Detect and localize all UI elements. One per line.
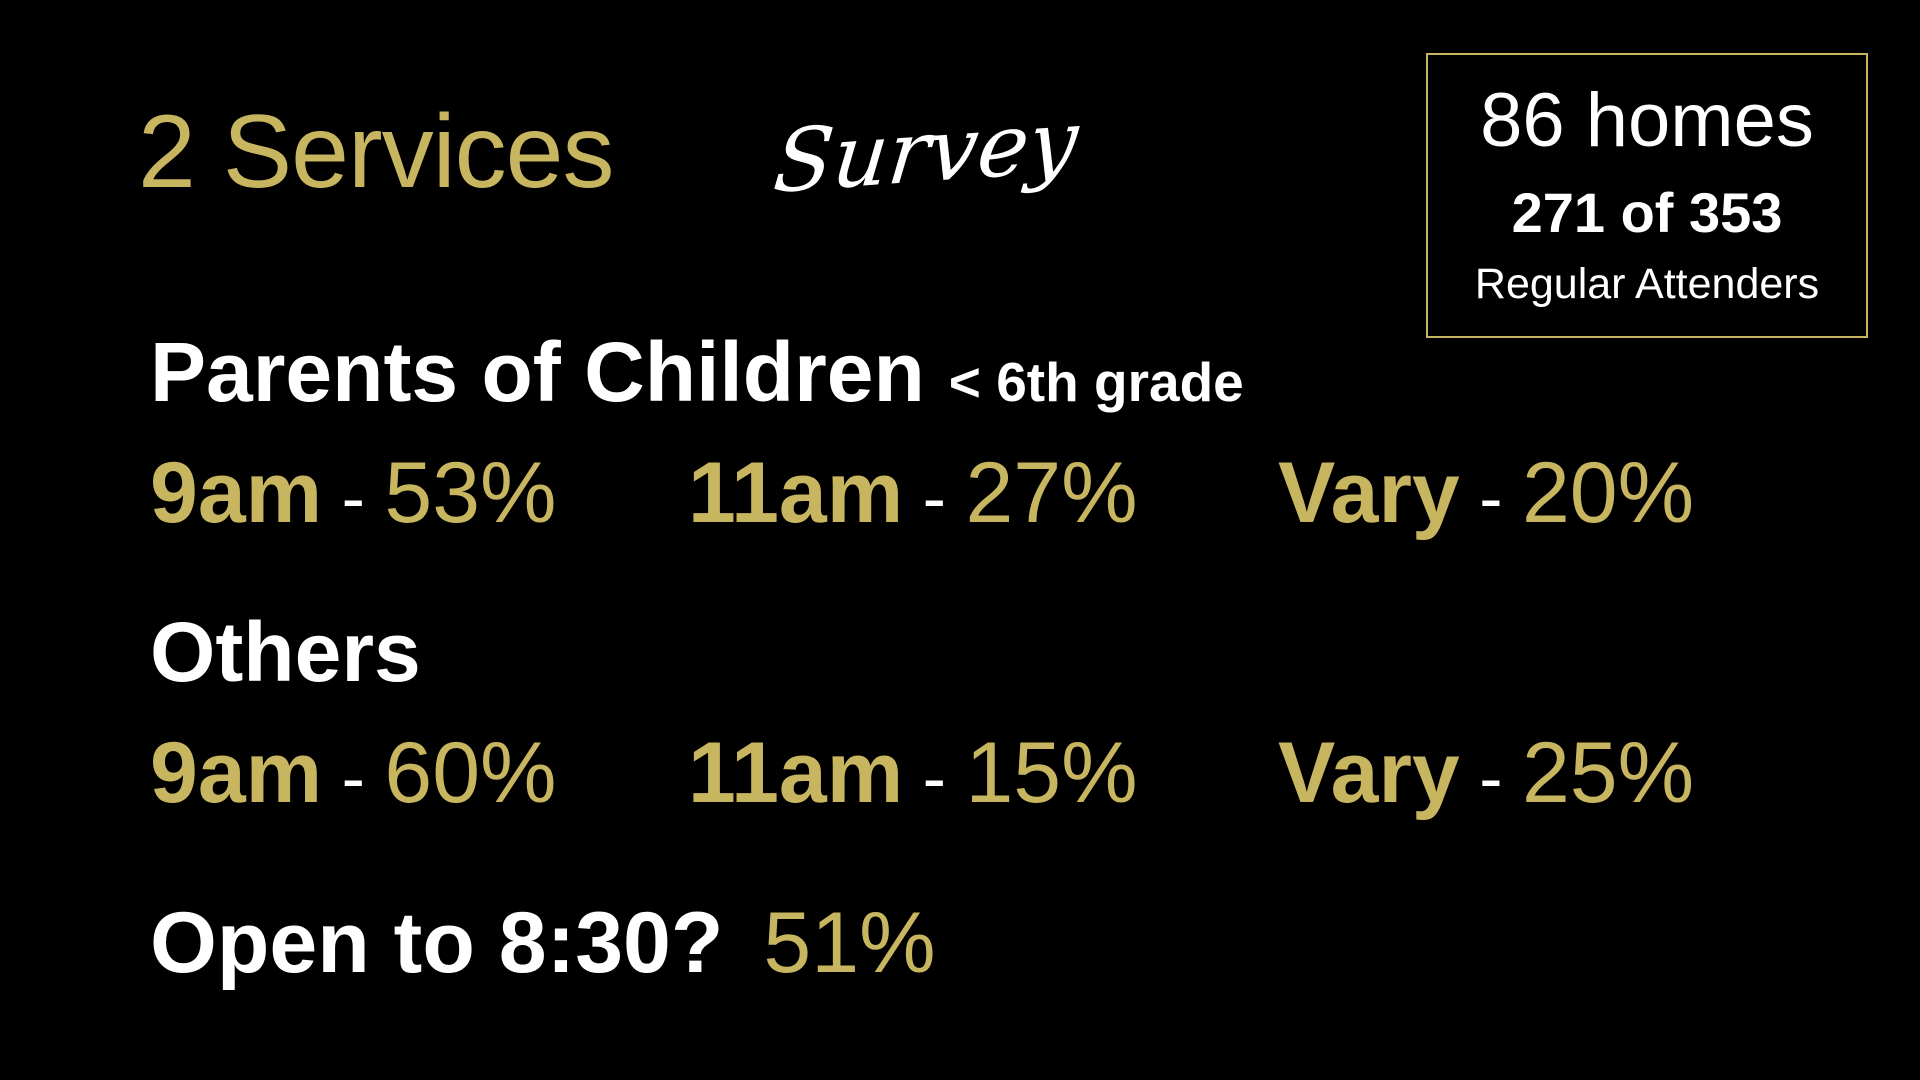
parents-result-11am: 11am - 27% bbox=[688, 450, 1138, 536]
result-separator: - bbox=[903, 459, 966, 537]
result-label: Vary bbox=[1278, 445, 1460, 541]
result-label: 11am bbox=[688, 725, 904, 821]
result-value: 20% bbox=[1521, 445, 1695, 541]
result-separator: - bbox=[1459, 459, 1522, 537]
parents-subheading: < 6th grade bbox=[948, 351, 1244, 413]
result-value: 53% bbox=[384, 445, 557, 541]
result-value: 27% bbox=[965, 445, 1138, 541]
result-value: 60% bbox=[384, 725, 557, 821]
result-separator: - bbox=[1459, 739, 1522, 817]
result-label: Vary bbox=[1278, 725, 1460, 821]
others-result-vary: Vary - 25% bbox=[1278, 730, 1694, 816]
stats-box: 86 homes 271 of 353 Regular Attenders bbox=[1426, 53, 1868, 338]
parents-result-9am: 9am - 53% bbox=[150, 450, 557, 536]
result-label: 11am bbox=[688, 445, 904, 541]
result-separator: - bbox=[903, 739, 966, 817]
parents-heading-text: Parents of Children bbox=[150, 325, 925, 419]
parents-heading: Parents of Children < 6th grade bbox=[150, 330, 1244, 414]
attenders-label: Regular Attenders bbox=[1474, 260, 1820, 308]
attenders-count: 271 of 353 bbox=[1511, 181, 1783, 244]
open-question: Open to 8:30? bbox=[150, 895, 724, 991]
result-value: 25% bbox=[1521, 725, 1695, 821]
homes-count: 86 homes bbox=[1480, 78, 1814, 163]
others-heading: Others bbox=[150, 605, 421, 699]
slide-title-script: Survey bbox=[769, 90, 1083, 214]
result-value: 15% bbox=[965, 725, 1138, 821]
result-separator: - bbox=[322, 459, 385, 537]
result-label: 9am bbox=[150, 445, 323, 541]
others-result-11am: 11am - 15% bbox=[688, 730, 1138, 816]
result-label: 9am bbox=[150, 725, 323, 821]
result-separator: - bbox=[322, 739, 385, 817]
others-result-9am: 9am - 60% bbox=[150, 730, 557, 816]
open-value: 51% bbox=[763, 895, 936, 991]
slide-title: 2 Services bbox=[138, 94, 615, 210]
parents-result-vary: Vary - 20% bbox=[1278, 450, 1694, 536]
open-to-830-line: Open to 8:30? 51% bbox=[150, 900, 936, 986]
